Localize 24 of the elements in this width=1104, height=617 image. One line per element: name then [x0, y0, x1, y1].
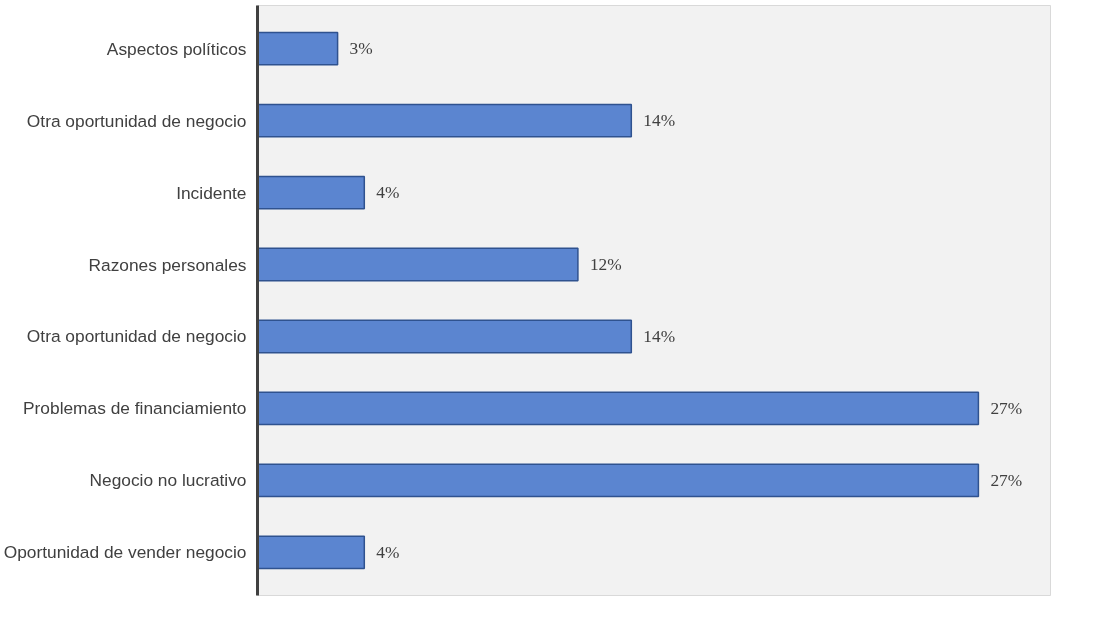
- bar: [257, 175, 366, 210]
- bar: [257, 391, 980, 426]
- y-tick-label: Otra oportunidad de negocio: [26, 326, 247, 347]
- y-tick-label: Aspectos políticos: [106, 38, 247, 59]
- data-label: 14%: [643, 326, 676, 346]
- data-label: 14%: [643, 111, 676, 131]
- y-tick-label: Oportunidad de vender negocio: [3, 542, 247, 563]
- data-label: 27%: [990, 470, 1023, 490]
- y-tick-label: Incidente: [176, 182, 247, 203]
- bar: [257, 31, 339, 66]
- y-tick-label: Razones personales: [88, 254, 247, 275]
- data-label: 3%: [349, 39, 373, 59]
- y-tick-label: Negocio no lucrativo: [89, 470, 247, 491]
- y-tick-label: Otra oportunidad de negocio: [26, 110, 247, 131]
- bar: [257, 535, 366, 570]
- bar: [257, 103, 633, 138]
- bar: [257, 247, 579, 282]
- data-label: 27%: [990, 398, 1023, 418]
- bar: [257, 319, 633, 354]
- y-tick-label: Problemas de financiamiento: [23, 398, 247, 419]
- bar: [257, 463, 980, 498]
- data-label: 4%: [376, 183, 400, 203]
- data-label: 4%: [376, 542, 400, 562]
- data-label: 12%: [589, 255, 622, 275]
